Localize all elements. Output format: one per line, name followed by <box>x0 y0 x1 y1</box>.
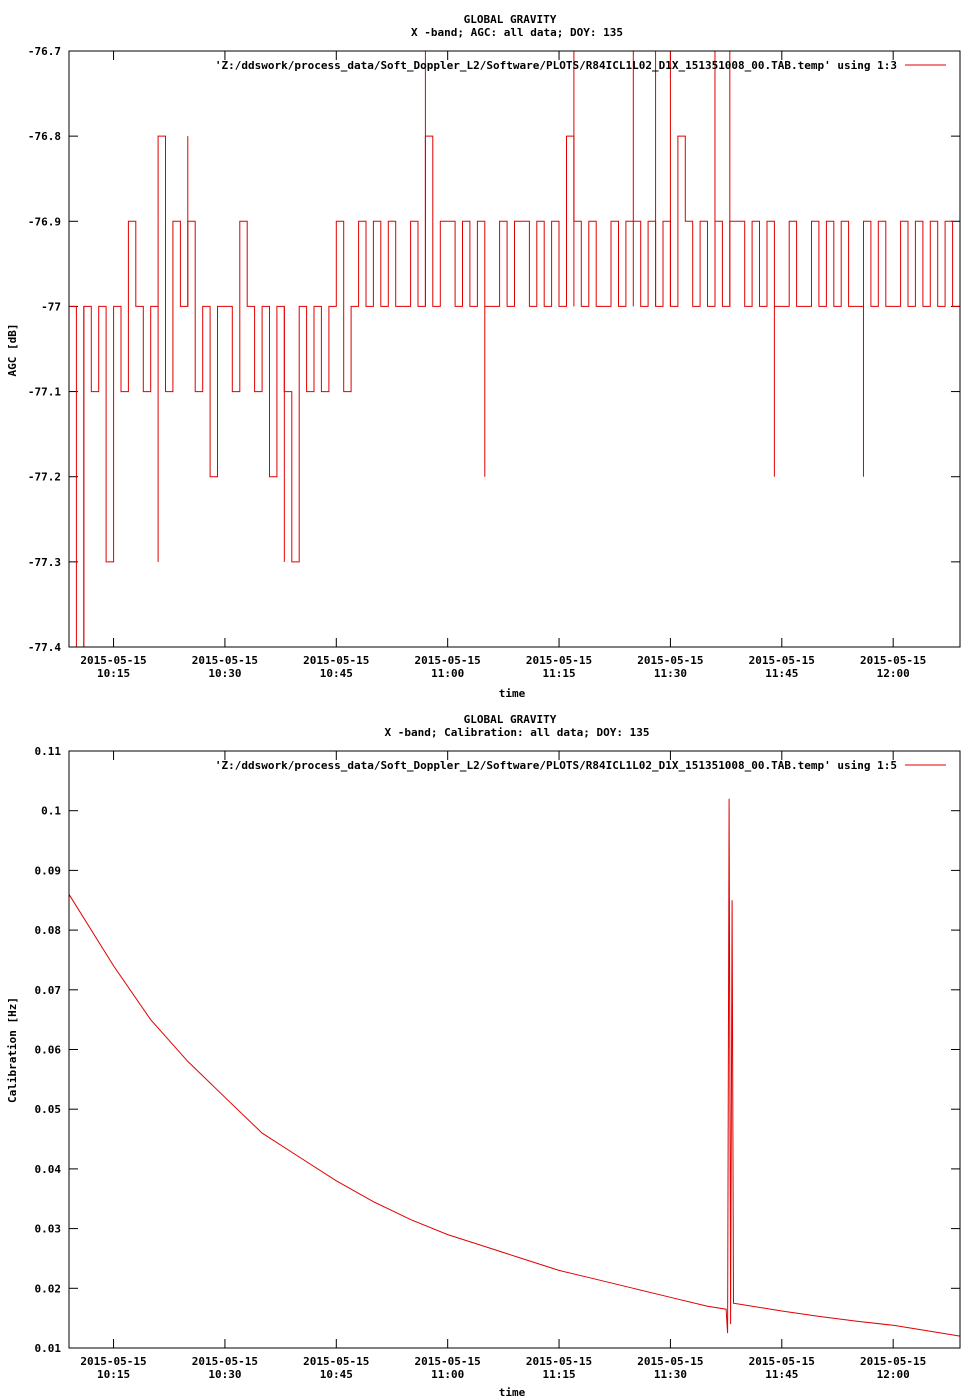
x-tick-label-date: 2015-05-15 <box>303 654 369 667</box>
agc-y-axis-label: AGC [dB] <box>6 324 19 377</box>
x-tick-label-date: 2015-05-15 <box>860 654 926 667</box>
calibration-x-axis-label: time <box>499 1386 526 1399</box>
agc-legend: 'Z:/ddswork/process_data/Soft_Doppler_L2… <box>215 59 946 72</box>
x-tick-label-date: 2015-05-15 <box>415 1355 481 1368</box>
x-tick-label-time: 10:30 <box>208 1368 241 1381</box>
calibration-chart-subtitle: X -band; Calibration: all data; DOY: 135 <box>385 726 650 739</box>
y-tick-label: 0.04 <box>35 1163 62 1176</box>
x-tick-label-time: 11:30 <box>654 1368 687 1381</box>
x-tick-label-time: 12:00 <box>877 1368 910 1381</box>
calibration-chart-title: GLOBAL GRAVITY <box>464 713 557 726</box>
agc-chart: GLOBAL GRAVITY X -band; AGC: all data; D… <box>6 13 961 700</box>
x-tick-label-date: 2015-05-15 <box>749 654 815 667</box>
y-tick-label: 0.05 <box>35 1103 62 1116</box>
y-tick-label: 0.08 <box>35 924 62 937</box>
agc-chart-subtitle: X -band; AGC: all data; DOY: 135 <box>411 26 623 39</box>
y-tick-label: -77.4 <box>28 641 61 654</box>
agc-x-ticks: 2015-05-1510:152015-05-1510:302015-05-15… <box>80 51 926 680</box>
x-tick-label-date: 2015-05-15 <box>526 1355 592 1368</box>
x-tick-label-time: 10:45 <box>320 1368 353 1381</box>
x-tick-label-time: 11:15 <box>542 667 575 680</box>
x-tick-label-time: 11:45 <box>765 667 798 680</box>
y-tick-label: 0.01 <box>35 1342 62 1355</box>
calibration-y-ticks: 0.11 0.1 0.09 0.08 0.07 0.06 0.05 0.04 0.03 0.02 0… <box>35 745 960 1355</box>
x-tick-label-time: 11:45 <box>765 1368 798 1381</box>
y-tick-label: 0.02 <box>35 1282 62 1295</box>
y-tick-label: -77.3 <box>28 556 61 569</box>
y-tick-label: -76.9 <box>28 215 61 228</box>
y-tick-label: -76.7 <box>28 45 61 58</box>
x-tick-label-date: 2015-05-15 <box>303 1355 369 1368</box>
x-tick-label-date: 2015-05-15 <box>637 654 703 667</box>
y-tick-label: 0.1 <box>41 805 61 818</box>
x-tick-label-date: 2015-05-15 <box>80 1355 146 1368</box>
x-tick-label-date: 2015-05-15 <box>637 1355 703 1368</box>
y-tick-label: -76.8 <box>28 130 61 143</box>
x-tick-label-time: 10:15 <box>97 667 130 680</box>
x-tick-label-time: 11:00 <box>431 1368 464 1381</box>
agc-legend-label: 'Z:/ddswork/process_data/Soft_Doppler_L2… <box>215 59 897 72</box>
x-tick-label-time: 10:45 <box>320 667 353 680</box>
calibration-x-ticks: 2015-05-1510:152015-05-1510:302015-05-15… <box>80 751 926 1381</box>
agc-spikes <box>83 51 864 647</box>
x-tick-label-time: 10:15 <box>97 1368 130 1381</box>
agc-chart-title: GLOBAL GRAVITY <box>464 13 557 26</box>
agc-y-ticks: -76.7 -76.8 -76.9 -77 -77.1 -77.2 -77.3 -77.4 <box>28 45 960 654</box>
x-tick-label-date: 2015-05-15 <box>80 654 146 667</box>
y-tick-label: 0.11 <box>35 745 62 758</box>
y-tick-label: 0.07 <box>35 984 62 997</box>
calibration-legend: 'Z:/ddswork/process_data/Soft_Doppler_L2… <box>215 759 946 772</box>
agc-series-line <box>69 135 960 648</box>
y-tick-label: 0.06 <box>35 1044 62 1057</box>
x-tick-label-time: 11:15 <box>542 1368 575 1381</box>
y-tick-label: 0.03 <box>35 1223 62 1236</box>
y-tick-label: -77.1 <box>28 386 61 399</box>
calibration-plot-frame <box>68 750 961 1349</box>
x-tick-label-date: 2015-05-15 <box>192 1355 258 1368</box>
x-tick-label-time: 11:30 <box>654 667 687 680</box>
calibration-series-line <box>68 798 961 1337</box>
calibration-y-axis-label: Calibration [Hz] <box>6 997 19 1103</box>
x-tick-label-date: 2015-05-15 <box>415 654 481 667</box>
x-tick-label-date: 2015-05-15 <box>192 654 258 667</box>
y-tick-label: 0.09 <box>35 864 62 877</box>
agc-plot-frame <box>68 50 961 648</box>
calibration-legend-label: 'Z:/ddswork/process_data/Soft_Doppler_L2… <box>215 759 897 772</box>
agc-x-axis-label: time <box>499 687 526 700</box>
x-tick-label-date: 2015-05-15 <box>860 1355 926 1368</box>
y-tick-label: -77 <box>41 300 61 313</box>
x-tick-label-time: 10:30 <box>208 667 241 680</box>
x-tick-label-date: 2015-05-15 <box>749 1355 815 1368</box>
x-tick-label-time: 12:00 <box>877 667 910 680</box>
y-tick-label: -77.2 <box>28 471 61 484</box>
x-tick-label-date: 2015-05-15 <box>526 654 592 667</box>
calibration-chart: GLOBAL GRAVITY X -band; Calibration: all… <box>6 713 961 1399</box>
x-tick-label-time: 11:00 <box>431 667 464 680</box>
